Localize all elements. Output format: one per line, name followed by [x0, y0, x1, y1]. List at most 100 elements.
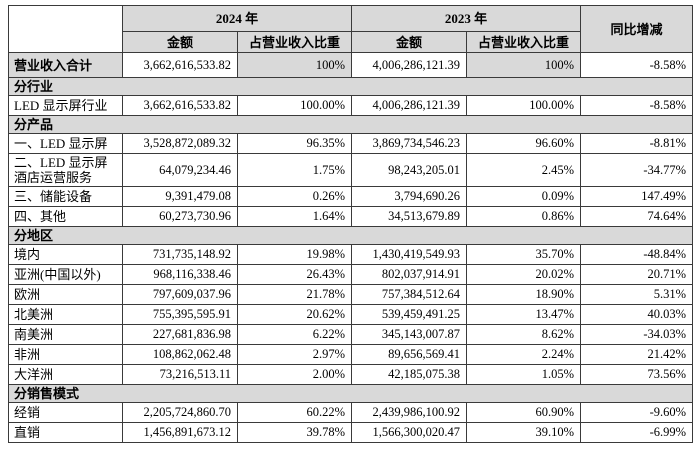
row-label: 大洋洲 [8, 364, 123, 385]
table-row: 欧洲 797,609,037.96 21.78% 757,384,512.64 18.9… [8, 284, 694, 305]
row-label: 南美洲 [8, 324, 123, 345]
yoy-value: -8.81% [580, 133, 694, 154]
amount-2024: 731,735,148.92 [122, 244, 238, 265]
header-empty-corner [8, 5, 123, 53]
amount-2024: 755,395,595.91 [122, 304, 238, 325]
yoy-value: 5.31% [580, 284, 694, 305]
amount-2023: 539,459,491.25 [351, 304, 468, 325]
yoy-value: -6.99% [580, 422, 694, 443]
amount-2024: 73,216,513.11 [122, 364, 238, 385]
amount-2024: 3,662,616,533.82 [122, 52, 238, 78]
amount-2024: 60,273,730.96 [122, 206, 238, 227]
yoy-value: -34.03% [580, 324, 694, 345]
header-year-2024: 2024 年 [121, 5, 353, 32]
table-row: 非洲 108,862,062.48 2.97% 89,656,569.41 2.24% 2… [8, 344, 694, 365]
amount-2023: 1,566,300,020.47 [351, 422, 468, 443]
ratio-2023: 13.47% [466, 304, 582, 325]
amount-2023: 4,006,286,121.39 [351, 95, 468, 116]
ratio-2023: 35.70% [466, 244, 582, 265]
row-label: 境内 [8, 244, 123, 265]
ratio-2024: 21.78% [236, 284, 353, 305]
row-label: 营业收入合计 [8, 52, 123, 78]
yoy-value: -9.60% [580, 402, 694, 423]
header-year-2023: 2023 年 [351, 5, 582, 32]
table-row: LED 显示屏行业 3,662,616,533.82 100.00% 4,006,28… [8, 95, 694, 116]
row-label: 三、储能设备 [8, 186, 123, 207]
ratio-2023: 1.05% [466, 364, 582, 385]
header-row-years: 2024 年 2023 年 同比增减 [8, 5, 694, 53]
amount-2024: 9,391,479.08 [122, 186, 238, 207]
ratio-2024: 20.62% [236, 304, 353, 325]
table-row: 大洋洲 73,216,513.11 2.00% 42,185,075.38 1.05% 7… [8, 364, 694, 385]
table-row: 二、LED 显示屏酒店运营服务 64,079,234.46 1.75% 98,243,… [8, 153, 694, 187]
header-row-metrics: 金额 占营业收入比重 金额 占营业收入比重 [9, 31, 693, 53]
ratio-2023: 100.00% [466, 95, 582, 116]
row-label: 二、LED 显示屏酒店运营服务 [8, 153, 123, 187]
amount-2023: 34,513,679.89 [351, 206, 468, 227]
ratio-2023: 2.24% [466, 344, 582, 365]
ratio-2024: 1.75% [236, 153, 353, 187]
amount-2023: 2,439,986,100.92 [351, 402, 468, 423]
header-amount-2024: 金额 [122, 31, 238, 53]
amount-2024: 968,116,338.46 [122, 264, 238, 285]
ratio-2023: 18.90% [466, 284, 582, 305]
section-row: 分地区 [7, 226, 694, 245]
amount-2023: 345,143,007.87 [351, 324, 468, 345]
table-row: 一、LED 显示屏 3,528,872,089.32 96.35% 3,869,734… [8, 133, 694, 154]
yoy-value: -8.58% [580, 95, 694, 116]
row-label: 直销 [8, 422, 123, 443]
table-row: 经销 2,205,724,860.70 60.22% 2,439,986,100.92… [8, 402, 694, 423]
table-row: 直销 1,456,891,673.12 39.78% 1,566,300,020.47… [8, 422, 694, 443]
table-body: 营业收入合计 3,662,616,533.82 100% 4,006,286,121.… [7, 52, 694, 443]
ratio-2024: 2.97% [236, 344, 353, 365]
header-ratio-2024: 占营业收入比重 [236, 31, 353, 53]
ratio-2023: 60.90% [466, 402, 582, 423]
ratio-2024: 1.64% [236, 206, 353, 227]
ratio-2024: 60.22% [236, 402, 353, 423]
ratio-2023: 0.86% [466, 206, 582, 227]
amount-2024: 227,681,836.98 [122, 324, 238, 345]
ratio-2023: 8.62% [466, 324, 582, 345]
yoy-value: -34.77% [580, 153, 694, 187]
amount-2024: 3,662,616,533.82 [122, 95, 238, 116]
amount-2023: 98,243,205.01 [351, 153, 468, 187]
row-label: 亚洲(中国以外) [8, 264, 123, 285]
amount-2024: 1,456,891,673.12 [122, 422, 238, 443]
ratio-2024: 100.00% [236, 95, 353, 116]
amount-2024: 64,079,234.46 [122, 153, 238, 187]
amount-2023: 1,430,419,549.93 [351, 244, 468, 265]
section-label: 分销售模式 [7, 384, 694, 403]
amount-2023: 3,869,734,546.23 [351, 133, 468, 154]
section-row: 分销售模式 [7, 384, 694, 403]
table-row: 北美洲 755,395,595.91 20.62% 539,459,491.25 13.… [8, 304, 694, 325]
section-label: 分产品 [7, 115, 694, 134]
row-label: 四、其他 [8, 206, 123, 227]
ratio-2024: 6.22% [236, 324, 353, 345]
revenue-breakdown-table: 2024 年 2023 年 同比增减 金额 占营业收入比重 金额 占营业收入比重… [7, 5, 694, 443]
ratio-2024: 100% [236, 52, 353, 78]
ratio-2024: 39.78% [236, 422, 353, 443]
amount-2023: 42,185,075.38 [351, 364, 468, 385]
row-label: 欧洲 [8, 284, 123, 305]
yoy-value: 73.56% [580, 364, 694, 385]
header-amount-2023: 金额 [351, 31, 468, 53]
yoy-value: 147.49% [580, 186, 694, 207]
table-row: 境内 731,735,148.92 19.98% 1,430,419,549.93 35… [8, 244, 694, 265]
ratio-2023: 20.02% [466, 264, 582, 285]
amount-2023: 802,037,914.91 [351, 264, 468, 285]
section-label: 分行业 [7, 77, 694, 96]
row-label: 一、LED 显示屏 [8, 133, 123, 154]
ratio-2024: 19.98% [236, 244, 353, 265]
amount-2024: 797,609,037.96 [122, 284, 238, 305]
header-yoy: 同比增减 [580, 5, 694, 53]
ratio-2024: 2.00% [236, 364, 353, 385]
yoy-value: 74.64% [580, 206, 694, 227]
yoy-value: 20.71% [580, 264, 694, 285]
yoy-value: -8.58% [580, 52, 694, 78]
amount-2023: 757,384,512.64 [351, 284, 468, 305]
ratio-2023: 39.10% [466, 422, 582, 443]
amount-2023: 89,656,569.41 [351, 344, 468, 365]
yoy-value: -48.84% [580, 244, 694, 265]
ratio-2024: 96.35% [236, 133, 353, 154]
ratio-2023: 2.45% [466, 153, 582, 187]
